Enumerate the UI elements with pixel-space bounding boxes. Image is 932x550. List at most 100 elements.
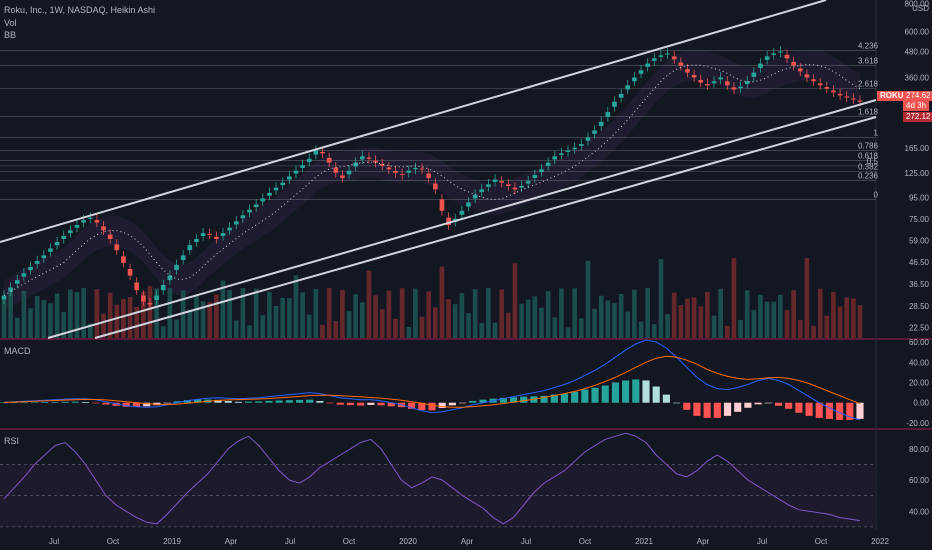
candle-body[interactable] (539, 169, 544, 173)
candle-body[interactable] (592, 130, 597, 134)
candle-body[interactable] (545, 162, 551, 166)
candle-body[interactable] (54, 242, 60, 246)
candle-body[interactable] (194, 238, 199, 243)
candle-body[interactable] (68, 230, 73, 234)
candle-body[interactable] (94, 220, 100, 223)
candle-body[interactable] (499, 181, 504, 183)
candle-body[interactable] (180, 255, 186, 261)
candle-body[interactable] (459, 210, 465, 215)
candle-body[interactable] (187, 245, 193, 251)
candle-body[interactable] (379, 164, 385, 166)
candle-body[interactable] (612, 101, 617, 107)
candle-body[interactable] (306, 158, 312, 162)
candle-body[interactable] (724, 81, 730, 86)
candle-body[interactable] (406, 170, 412, 173)
candle-body[interactable] (413, 167, 418, 170)
candle-body[interactable] (791, 61, 796, 66)
candle-body[interactable] (81, 220, 86, 223)
candle-body[interactable] (645, 63, 650, 67)
candle-body[interactable] (360, 156, 365, 160)
candle-body[interactable] (758, 63, 763, 68)
candle-body[interactable] (811, 79, 816, 82)
candle-body[interactable] (711, 81, 717, 84)
candle-body[interactable] (14, 280, 20, 284)
candle-body[interactable] (446, 217, 451, 226)
candle-body[interactable] (160, 285, 166, 291)
candle-body[interactable] (605, 112, 611, 117)
candle-body[interactable] (313, 150, 319, 155)
candle-body[interactable] (466, 202, 471, 207)
candle-body[interactable] (287, 176, 292, 180)
candle-body[interactable] (771, 53, 777, 55)
candle-body[interactable] (260, 198, 266, 202)
candle-body[interactable] (220, 233, 226, 237)
candle-body[interactable] (512, 187, 518, 190)
candle-body[interactable] (532, 174, 538, 178)
candle-body[interactable] (87, 217, 93, 219)
candle-body[interactable] (426, 173, 432, 178)
candle-body[interactable] (738, 86, 743, 89)
candle-body[interactable] (300, 165, 305, 168)
candle-body[interactable] (134, 282, 140, 291)
candle-body[interactable] (691, 74, 697, 78)
candle-body[interactable] (167, 275, 173, 281)
candle-body[interactable] (333, 167, 339, 173)
candle-body[interactable] (373, 160, 378, 163)
candle-body[interactable] (665, 53, 670, 55)
candle-body[interactable] (718, 77, 723, 80)
macd-panel-title[interactable]: MACD (4, 346, 31, 356)
candle-body[interactable] (837, 93, 843, 96)
candle-body[interactable] (34, 260, 40, 264)
candle-body[interactable] (366, 157, 372, 159)
candle-body[interactable] (320, 151, 325, 154)
candle-body[interactable] (41, 255, 47, 259)
candle-body[interactable] (114, 244, 120, 251)
rsi-line[interactable] (3, 432, 861, 525)
candle-body[interactable] (326, 157, 332, 163)
volume-indicator-label[interactable]: Vol (4, 18, 17, 28)
candle-body[interactable] (346, 170, 352, 175)
candle-body[interactable] (797, 68, 803, 72)
candle-body[interactable] (233, 221, 239, 225)
candle-body[interactable] (154, 295, 159, 300)
candle-body[interactable] (21, 273, 27, 277)
macd-line[interactable] (3, 339, 861, 421)
candle-body[interactable] (8, 287, 13, 292)
candle-body[interactable] (101, 226, 106, 231)
candle-body[interactable] (618, 93, 624, 98)
trend-channel-line[interactable] (94, 116, 877, 339)
candle-body[interactable] (565, 150, 571, 152)
candle-body[interactable] (439, 199, 445, 211)
candle-body[interactable] (227, 227, 232, 231)
candle-body[interactable] (399, 173, 405, 175)
candle-body[interactable] (731, 87, 737, 90)
candle-body[interactable] (764, 56, 770, 60)
candle-body[interactable] (844, 96, 850, 98)
candle-body[interactable] (625, 85, 631, 90)
candle-body[interactable] (479, 189, 485, 193)
candle-body[interactable] (419, 168, 425, 170)
candle-body[interactable] (432, 183, 438, 190)
candle-body[interactable] (280, 182, 286, 186)
candle-body[interactable] (247, 209, 252, 213)
candle-body[interactable] (632, 77, 637, 82)
candle-body[interactable] (851, 98, 856, 100)
candle-body[interactable] (386, 167, 392, 170)
candle-body[interactable] (784, 54, 790, 59)
candle-body[interactable] (207, 233, 213, 235)
candle-body[interactable] (698, 79, 704, 83)
candle-body[interactable] (340, 175, 345, 178)
candle-body[interactable] (705, 83, 710, 86)
candle-body[interactable] (48, 248, 53, 252)
candle-body[interactable] (638, 70, 644, 74)
candle-body[interactable] (267, 192, 272, 196)
candle-body[interactable] (519, 185, 524, 188)
candle-body[interactable] (585, 137, 591, 141)
candle-body[interactable] (141, 295, 146, 302)
candle-body[interactable] (1, 295, 7, 300)
candle-body[interactable] (778, 51, 783, 53)
candle-body[interactable] (572, 147, 577, 150)
candle-body[interactable] (393, 171, 398, 173)
candle-body[interactable] (831, 90, 836, 93)
